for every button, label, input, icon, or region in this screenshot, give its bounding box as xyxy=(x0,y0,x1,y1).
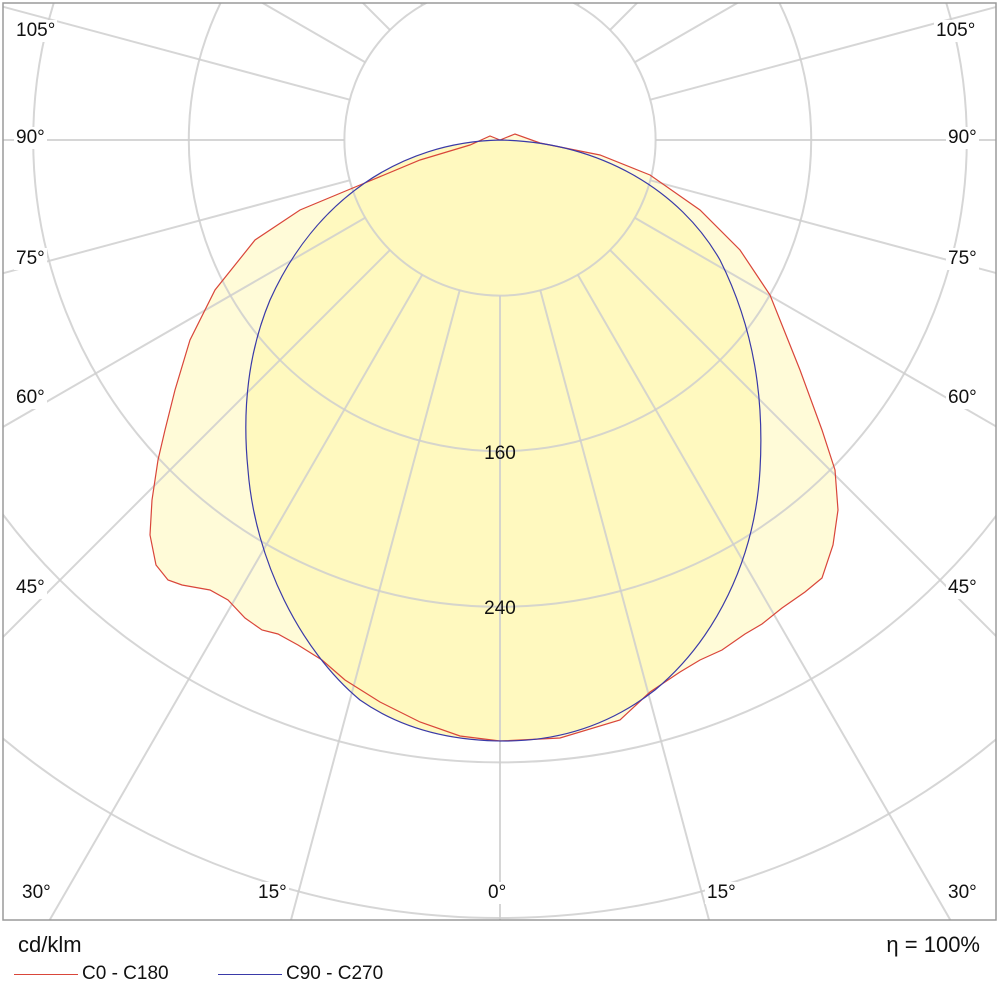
angle-label-bottom-30-right: 30° xyxy=(946,882,979,904)
c90-c270-curve xyxy=(245,139,762,742)
angle-label-bottom-15-left: 15° xyxy=(256,882,289,904)
unit-label: cd/klm xyxy=(18,932,82,957)
angle-label-right-90: 90° xyxy=(946,127,979,149)
angle-label-bottom-0: 0° xyxy=(486,882,509,904)
angle-label-right-45: 45° xyxy=(946,577,979,599)
legend-label: C90 - C270 xyxy=(286,963,384,984)
angle-label-left-105: 105° xyxy=(14,20,58,42)
angle-label-right-105: 105° xyxy=(934,20,978,42)
angle-label-right-75: 75° xyxy=(946,248,979,270)
ring-label-240: 240 xyxy=(484,598,516,619)
legend-line-red xyxy=(14,973,78,975)
legend-line-blue xyxy=(218,973,282,975)
legend-item-c90-c270: C90 - C270 xyxy=(218,962,383,986)
angle-label-left-45: 45° xyxy=(14,577,47,599)
chart-frame xyxy=(2,2,997,921)
angle-label-bottom-15-right: 15° xyxy=(705,882,738,904)
c0-c180-curve xyxy=(149,133,839,742)
angle-label-right-60: 60° xyxy=(946,387,979,409)
angle-label-left-90: 90° xyxy=(14,127,47,149)
legend-item-c0-c180: C0 - C180 xyxy=(14,962,169,986)
legend-label: C0 - C180 xyxy=(82,963,169,984)
angle-label-left-75: 75° xyxy=(14,248,47,270)
efficiency-label: η = 100% xyxy=(886,932,980,957)
c90-c270-fill xyxy=(245,140,761,741)
ring-label-160: 160 xyxy=(484,443,516,464)
angle-label-bottom-30-left: 30° xyxy=(20,882,53,904)
angle-label-left-60: 60° xyxy=(14,387,47,409)
